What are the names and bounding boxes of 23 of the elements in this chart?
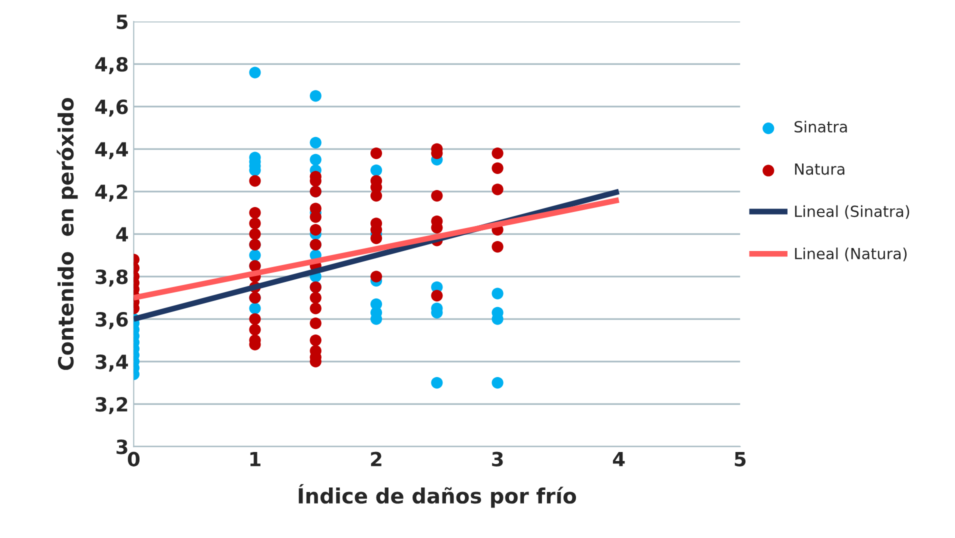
y-tick-label: 4,4 [95, 142, 128, 160]
y-tick-label: 3,4 [96, 354, 128, 372]
x-tick-label: 5 [734, 452, 746, 466]
y-axis-title: Contenido en peróxido [56, 98, 78, 370]
x-tick-label: 2 [371, 452, 382, 466]
legend-label: Lineal (Natura) [795, 248, 907, 262]
y-tick-label: 3,6 [96, 312, 128, 330]
legend-label: Natura [795, 163, 844, 175]
y-tick-label: 5 [116, 14, 128, 30]
x-axis-title: Índice de daños por frío [298, 484, 576, 508]
x-tick-label: 4 [612, 452, 625, 466]
x-tick-label: 0 [128, 452, 140, 466]
y-tick-label: 4,2 [95, 184, 128, 202]
y-tick-label: 4,8 [95, 56, 128, 74]
x-tick-label: 3 [492, 452, 503, 466]
y-tick-label: 4,6 [95, 100, 128, 117]
x-tick-label: 1 [250, 452, 260, 466]
legend-label: Sinatra [794, 120, 847, 133]
y-tick-label: 4 [116, 227, 128, 242]
legend-label: Lineal (Sinatra) [795, 205, 910, 219]
y-tick-label: 3,8 [96, 269, 128, 287]
y-tick-label: 3 [116, 439, 128, 454]
y-tick-label: 3,2 [96, 396, 128, 414]
